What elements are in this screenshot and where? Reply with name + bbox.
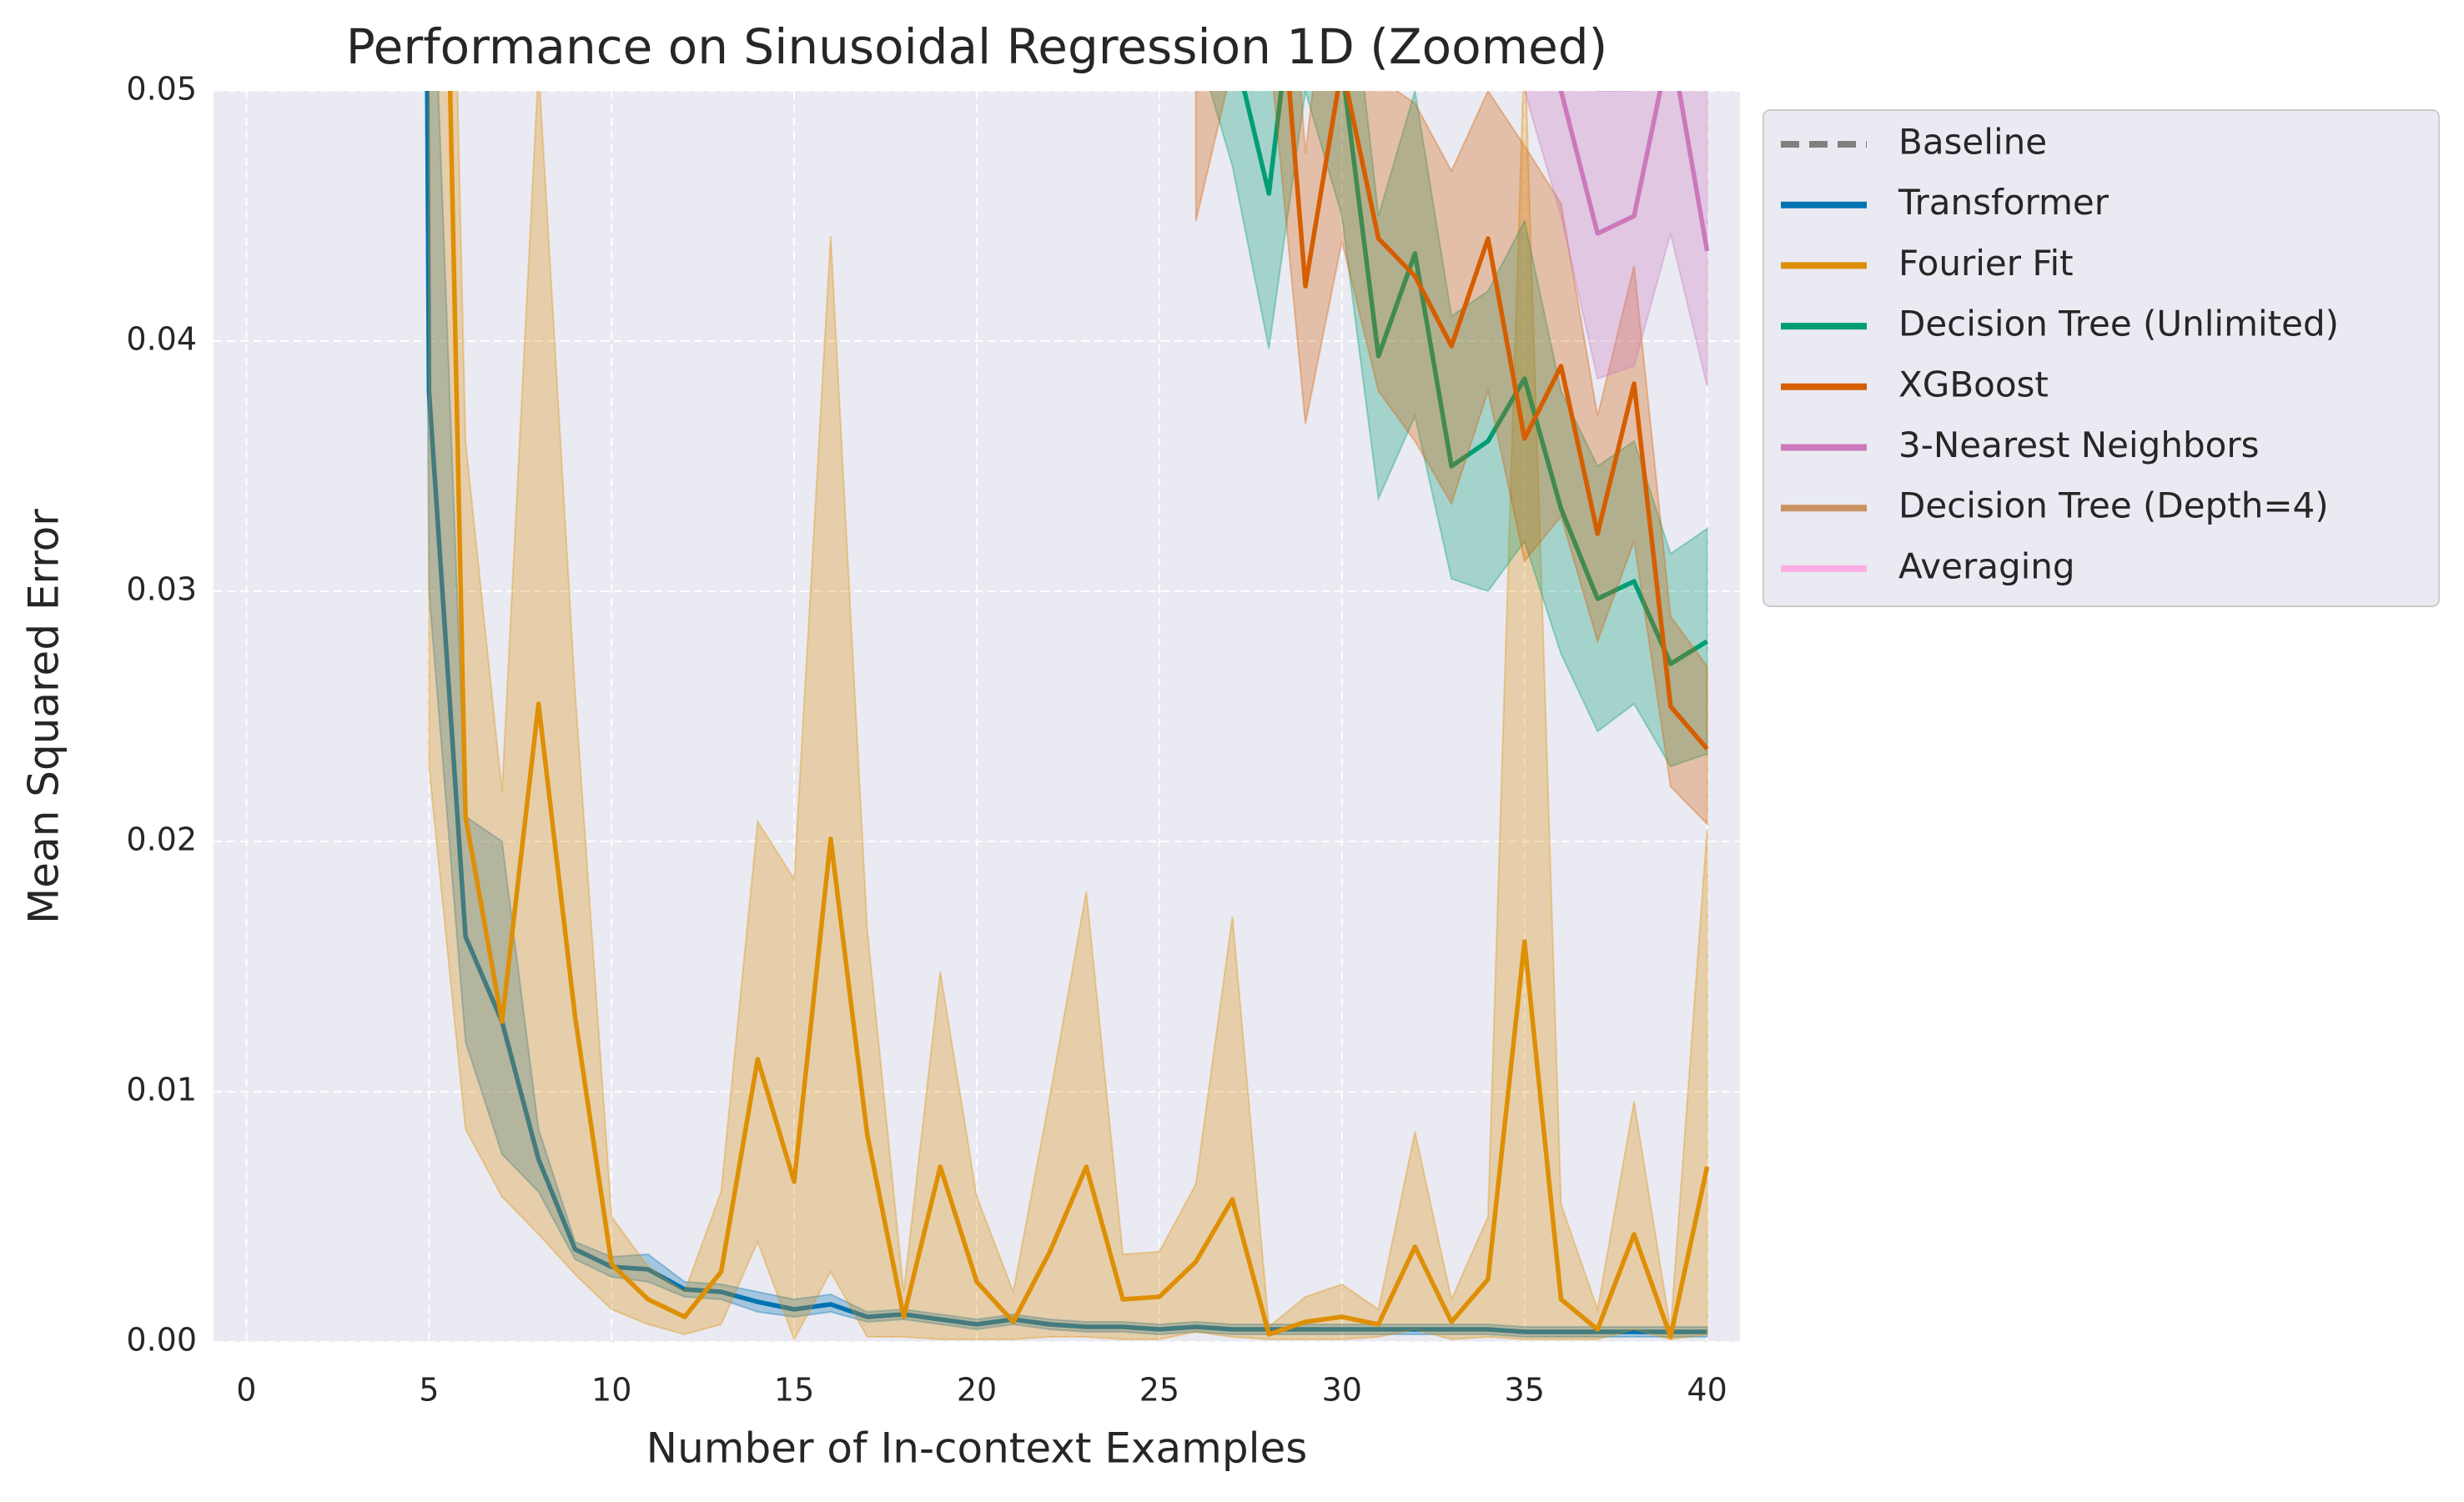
legend-label: Decision Tree (Unlimited): [1898, 304, 2339, 344]
confidence-band: [1523, 91, 1708, 387]
x-axis-label: Number of In-context Examples: [646, 1424, 1308, 1473]
y-tick-label: 0.05: [126, 71, 197, 108]
legend-label: Fourier Fit: [1898, 243, 2074, 284]
x-tick-label: 20: [957, 1372, 997, 1409]
y-tick-label: 0.00: [126, 1322, 197, 1359]
legend-label: Transformer: [1898, 182, 2109, 223]
legend: Baseline Transformer Fourier Fit Decision T…: [1781, 122, 2339, 586]
y-tick-label: 0.04: [126, 321, 197, 358]
series-line: [1241, 91, 1709, 666]
legend-label: Baseline: [1898, 122, 2047, 163]
y-tick-label: 0.01: [126, 1072, 197, 1108]
legend-label: Averaging: [1898, 545, 2075, 586]
legend-label: XGBoost: [1898, 364, 2049, 404]
legend-box: [1763, 109, 2440, 607]
series-line: [1558, 91, 1710, 252]
x-tick-label: 15: [774, 1372, 814, 1409]
y-axis-label: Mean Squared Error: [20, 509, 68, 924]
confidence-band: [428, 91, 1708, 1342]
confidence-band: [1194, 91, 1708, 826]
x-tick-label: 5: [419, 1372, 439, 1409]
legend-label: Decision Tree (Depth=4): [1898, 485, 2329, 526]
y-tick-label: 0.03: [126, 571, 197, 608]
x-tick-label: 30: [1322, 1372, 1362, 1409]
x-tick-label: 10: [591, 1372, 631, 1409]
legend-label: 3-Nearest Neighbors: [1898, 424, 2259, 465]
x-tick-label: 35: [1505, 1372, 1545, 1409]
confidence-band: [425, 91, 1708, 1338]
x-tick-label: 40: [1687, 1372, 1727, 1409]
confidence-band: [1209, 91, 1708, 768]
series-line: [1287, 91, 1709, 751]
chart-title: Performance on Sinusoidal Regression 1D …: [346, 18, 1607, 75]
series-line: [447, 91, 1710, 1339]
x-tick-label: 25: [1139, 1372, 1179, 1409]
y-tick-label: 0.02: [126, 821, 197, 858]
plot-area: [425, 91, 1710, 1342]
x-tick-label: 0: [236, 1372, 256, 1409]
